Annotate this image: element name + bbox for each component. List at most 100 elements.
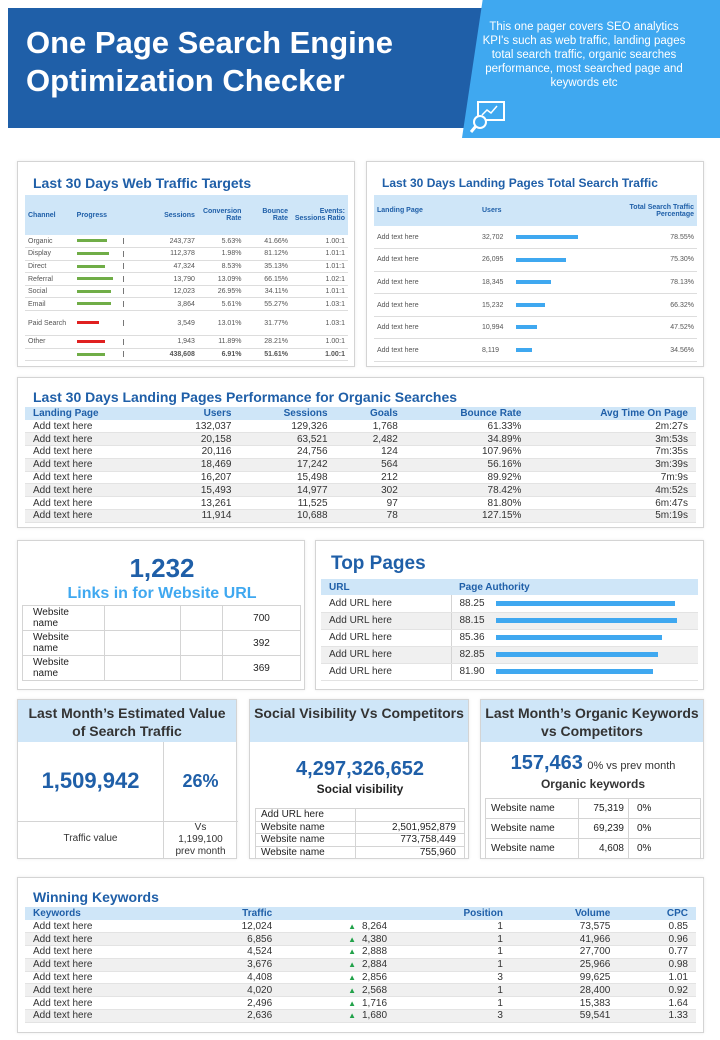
conversion-cell: 26.95% [197, 285, 245, 299]
column-header: CPC [618, 907, 696, 920]
value-cell: 61.33% [405, 420, 530, 434]
landing-page-cell: Add text here [25, 496, 156, 511]
value-cell: 7m:35s [529, 445, 696, 459]
table-row: Add text here 26,095 75.30% [374, 248, 697, 272]
winning-keywords-title: Winning Keywords [33, 889, 159, 905]
value-cell: 3m:53s [529, 432, 696, 447]
column-header: Avg Time On Page [529, 407, 696, 420]
users-bar [516, 280, 551, 285]
bounce-cell: 55.27% [244, 297, 292, 312]
channel-cell: Direct [25, 260, 74, 274]
column-header: Goals [335, 407, 406, 420]
sessions-cell: 243,737 [140, 235, 198, 249]
table-row: Add text here 4,408 ▲ 2,856 3 99,625 1.01 [25, 971, 696, 985]
website-name-cell: Website name [22, 605, 105, 631]
conversion-cell: 5.63% [197, 235, 245, 249]
table-row: Website name 773,758,449 [254, 833, 465, 847]
authority-value: 81.90 [459, 666, 485, 677]
keyword-cell: Add text here [25, 971, 183, 985]
table-row: Add text here 15,493 14,977 302 78.42% 4m:52s [25, 483, 696, 498]
website-name-cell: Add URL here [254, 808, 357, 822]
value-cell: 63,521 [239, 432, 336, 447]
progress-cell [73, 297, 141, 312]
table-row: Organic 243,737 5.63% 41.66% 1.00:1 [25, 235, 348, 249]
bounce-cell: 35.13% [244, 260, 292, 274]
value-cell: 6,856 [182, 932, 281, 947]
value-cell: 56.16% [405, 458, 530, 472]
value-cell: 212 [335, 471, 406, 485]
website-name-cell: Website name [22, 655, 105, 681]
value-cell: 3,676 [182, 958, 281, 972]
table-row: Add text here 20,158 63,521 2,482 34.89% 3m:5… [25, 432, 696, 447]
keyword-cell: Add text here [25, 932, 183, 947]
value-cell: ▲ 1,680 [280, 1009, 396, 1023]
visibility-value-cell [355, 808, 465, 822]
column-header: Sessions [239, 407, 336, 420]
table-row: Add text here 132,037 129,326 1,768 61.33% 2m… [25, 420, 696, 434]
url-cell: Add URL here [321, 646, 452, 664]
sessions-cell: 1,943 [140, 335, 198, 349]
traffic-percent-cell: 78.13% [599, 271, 697, 295]
column-header: Traffic [182, 907, 281, 920]
progress-bar [76, 321, 99, 325]
value-cell: 1 [395, 932, 511, 947]
keyword-cell: Add text here [25, 945, 183, 959]
progress-target-mark [122, 250, 124, 257]
bounce-cell: 34.11% [244, 285, 292, 299]
web-traffic-card: Last 30 Days Web Traffic Targets Channel… [17, 161, 355, 367]
authority-bar [495, 651, 659, 657]
conversion-cell: 13.09% [197, 272, 245, 286]
up-arrow-icon: ▲ [348, 934, 356, 944]
progress-target-mark [122, 351, 124, 358]
column-header: Volume [510, 907, 619, 920]
landing-page-cell: Add text here [374, 293, 479, 317]
authority-bar [495, 600, 675, 606]
table-row: Referral 13,790 13.09% 66.15% 1.02:1 [25, 272, 348, 286]
authority-cell: 82.85 [451, 646, 698, 664]
value-cell: ▲ 4,380 [280, 932, 396, 947]
up-arrow-icon: ▲ [348, 985, 356, 995]
table-row: Add text here 11,914 10,688 78 127.15% 5m:19s [25, 509, 696, 523]
value-cell: 132,037 [155, 420, 240, 434]
value-cell: 11,525 [239, 496, 336, 511]
progress-target-mark [122, 300, 124, 307]
table-row: Add text here 18,469 17,242 564 56.16% 3m:39s [25, 458, 696, 472]
value-cell: 0.77 [618, 945, 696, 959]
progress-cell [73, 272, 141, 286]
column-header: Channel [25, 195, 74, 235]
bounce-cell: 28.21% [244, 335, 292, 349]
traffic-percent-cell: 78.55% [599, 226, 697, 250]
conversion-cell: 11.89% [197, 335, 245, 349]
value-cell: 15,493 [155, 483, 240, 498]
value-cell: 15,383 [510, 996, 619, 1011]
value-cell: 11,914 [155, 509, 240, 523]
spacer-cell [104, 630, 181, 656]
spacer-cell [104, 655, 181, 681]
table-row: Add text here 2,636 ▲ 1,680 3 59,541 1.33 [25, 1009, 696, 1023]
social-visibility-card: Social Visibility Vs Competitors 4,297,3… [249, 699, 469, 859]
channel-cell: Paid Search [25, 310, 74, 337]
value-cell: 302 [335, 483, 406, 498]
channel-cell: Social [25, 285, 74, 299]
table-row: Website name 69,239 0% [484, 818, 701, 839]
progress-cell [73, 285, 141, 299]
url-cell: Add URL here [321, 663, 452, 681]
up-arrow-icon: ▲ [348, 921, 356, 931]
value-cell: 2,496 [182, 996, 281, 1011]
sessions-cell: 3,864 [140, 297, 198, 312]
traffic-value-title: Last Month’s Estimated Value of Search T… [18, 700, 236, 742]
value-cell: 564 [335, 458, 406, 472]
value-cell: 1 [395, 958, 511, 972]
channel-cell: Other [25, 335, 74, 349]
value-cell: 12,024 [182, 920, 281, 934]
value-cell: 4m:52s [529, 483, 696, 498]
conversion-cell: 13.01% [197, 310, 245, 337]
conversion-cell: 1.98% [197, 247, 245, 261]
channel-cell: Display [25, 247, 74, 261]
keywords-competitors-label: Organic keywords [540, 777, 646, 791]
traffic-value-label: Traffic value [63, 833, 118, 844]
value-cell: 16,207 [155, 471, 240, 485]
progress-cell [73, 348, 141, 362]
traffic-percent-cell: 75.30% [599, 248, 697, 272]
table-row: Add URL here 82.85 [321, 646, 698, 664]
